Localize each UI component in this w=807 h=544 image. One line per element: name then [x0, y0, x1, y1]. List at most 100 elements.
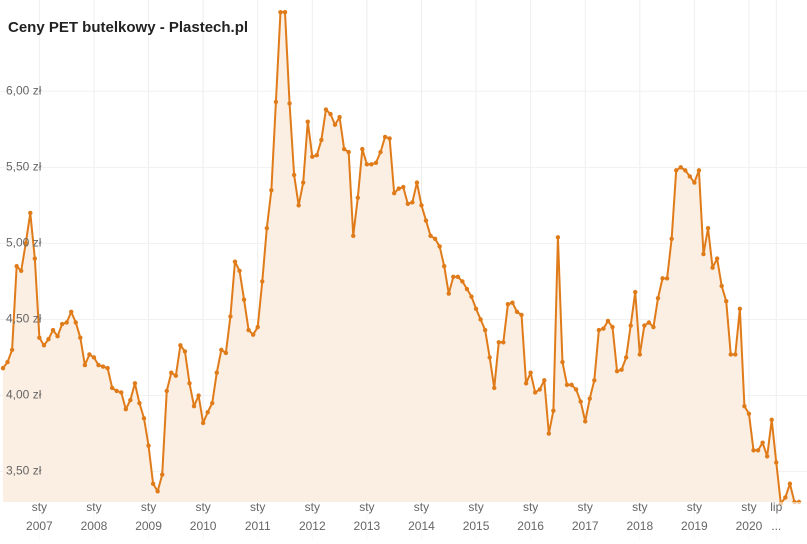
point: [755, 448, 761, 453]
point: [460, 279, 465, 284]
point: [278, 9, 283, 15]
point: [601, 326, 606, 331]
point: [282, 9, 288, 15]
point: [18, 268, 24, 273]
point: [64, 320, 69, 325]
point: [746, 411, 752, 416]
x-tick-label: sty: [741, 500, 756, 514]
x-year-label: 2012: [299, 519, 326, 533]
point: [532, 390, 538, 395]
point: [583, 419, 588, 424]
point: [774, 460, 779, 465]
y-tick-label: 4,00 zł: [6, 388, 42, 402]
point: [455, 274, 461, 280]
x-tick-label: sty: [32, 500, 47, 514]
x-year-label: 2014: [408, 519, 435, 533]
point: [505, 302, 511, 307]
point: [764, 454, 770, 459]
x-tick-label: sty: [86, 500, 101, 514]
point: [646, 320, 652, 325]
point: [655, 295, 661, 301]
point: [587, 396, 592, 401]
point: [82, 362, 88, 368]
x-year-label: 2019: [681, 519, 708, 533]
point: [592, 378, 597, 383]
x-year-label: 2015: [463, 519, 490, 533]
point: [551, 408, 556, 413]
point: [328, 111, 333, 117]
x-year-label: ...: [771, 519, 781, 533]
point: [46, 337, 51, 342]
point: [360, 146, 365, 152]
point: [23, 241, 28, 246]
point: [614, 368, 620, 374]
x-year-label: 2010: [190, 519, 217, 533]
point: [191, 403, 197, 409]
point: [78, 335, 83, 340]
point: [69, 309, 74, 315]
point: [428, 233, 433, 238]
point: [555, 235, 561, 240]
point: [146, 443, 151, 448]
point: [564, 382, 570, 388]
point: [100, 364, 106, 369]
point: [701, 251, 706, 257]
point: [241, 297, 247, 302]
point: [410, 200, 415, 205]
point: [501, 340, 506, 345]
point: [119, 390, 124, 395]
x-axis-band: [0, 502, 807, 544]
point: [673, 168, 679, 173]
point: [623, 355, 629, 360]
point: [473, 306, 479, 312]
point: [205, 410, 210, 415]
point: [323, 107, 329, 112]
point: [50, 327, 56, 333]
point: [619, 367, 624, 372]
x-year-label: 2017: [572, 519, 599, 533]
point: [751, 448, 756, 453]
point: [355, 195, 360, 200]
point: [437, 244, 442, 249]
point: [378, 149, 383, 155]
point: [687, 174, 693, 179]
x-year-label: 2013: [354, 519, 381, 533]
point: [542, 378, 547, 383]
point: [210, 400, 215, 406]
point: [469, 294, 474, 299]
point: [187, 381, 192, 386]
point: [537, 387, 542, 392]
point: [123, 407, 129, 412]
point: [382, 134, 388, 140]
x-tick-label: sty: [359, 500, 374, 514]
point: [733, 352, 738, 357]
point: [387, 136, 392, 141]
point: [155, 489, 160, 494]
point: [32, 256, 38, 261]
point: [401, 184, 406, 190]
point: [596, 327, 602, 333]
point: [319, 137, 324, 143]
point: [678, 165, 683, 170]
x-tick-label: sty: [523, 500, 538, 514]
point: [569, 382, 574, 388]
point: [41, 343, 47, 348]
point: [5, 359, 10, 365]
point: [301, 180, 306, 185]
point: [0, 365, 6, 371]
point: [528, 370, 533, 375]
point: [141, 416, 147, 421]
point: [391, 190, 397, 196]
point: [787, 481, 793, 486]
x-tick-label: sty: [578, 500, 593, 514]
point: [200, 420, 206, 426]
y-tick-label: 5,00 zł: [6, 236, 42, 250]
point: [405, 201, 411, 207]
point: [305, 119, 310, 124]
x-year-label: 2020: [736, 519, 763, 533]
point: [714, 256, 720, 261]
point: [223, 350, 229, 356]
point: [214, 370, 219, 375]
point: [260, 279, 265, 284]
point: [232, 259, 238, 264]
